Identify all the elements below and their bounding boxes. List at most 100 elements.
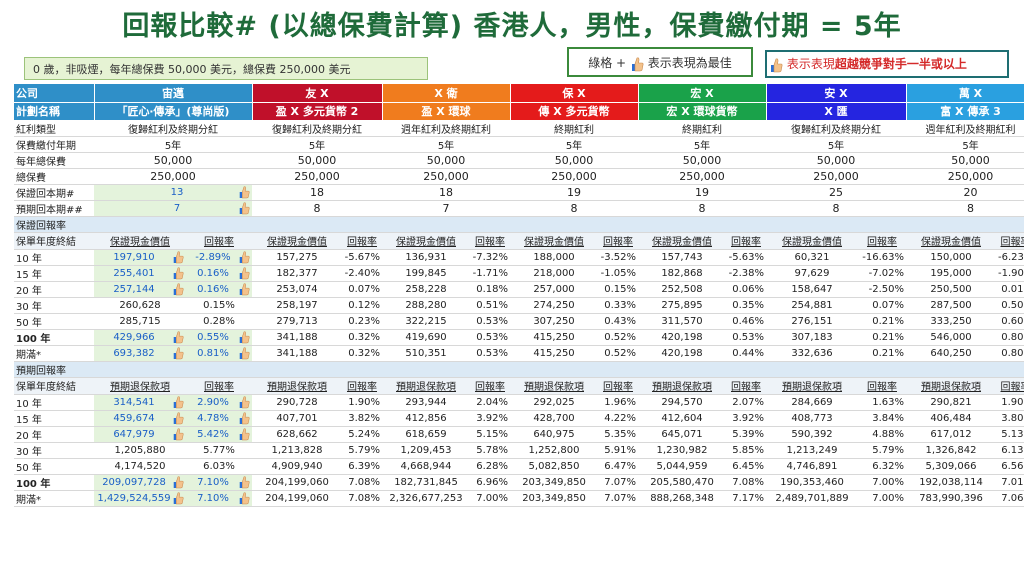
cell-value: 288,280 <box>382 297 470 314</box>
cell-rate: 5.15% <box>470 426 510 443</box>
row-value: 復歸紅利及終期分紅 <box>94 120 252 137</box>
cell-value: 1,252,800 <box>510 442 598 459</box>
row-value: 250,000 <box>382 168 510 185</box>
data-row: 50 年 4,174,520 6.03% 4,909,940 6.39% 4,668,94… <box>14 458 1024 475</box>
cell-value: 322,215 <box>382 313 470 330</box>
cell-value: 415,250 <box>510 329 598 346</box>
cell-value: 258,197 <box>252 297 342 314</box>
cell-value: 307,183 <box>766 329 858 346</box>
data-row: 50 年 285,715 0.28% 279,713 0.23% 322,215 0.53%… <box>14 313 1024 330</box>
assumption-box: 0 歲，非吸煙，每年總保費 50,000 美元，總保費 250,000 美元 <box>24 57 428 80</box>
cell-value: 1,230,982 <box>638 442 726 459</box>
cell-rate: 0.33% <box>598 297 638 314</box>
company-name: 保 X <box>510 84 639 103</box>
company-name: 宙邁 <box>94 84 253 103</box>
cell-value: 510,351 <box>382 345 470 362</box>
row-year: 期滿* <box>14 345 94 362</box>
cell-value: 250,500 <box>906 281 996 298</box>
row-value: 50,000 <box>510 152 638 169</box>
cell-value: 5,044,959 <box>638 458 726 475</box>
cell-rate: 7.00% <box>470 490 510 507</box>
col-value: 預期退保款項 <box>906 377 996 395</box>
col-value: 保證現金價值 <box>638 232 726 250</box>
cell-rate: 0.18% <box>470 281 510 298</box>
cell-rate: 0.55% <box>186 329 252 346</box>
col-rate: 回報率 <box>186 232 252 250</box>
thumbs-up-icon <box>239 267 250 280</box>
cell-value: 693,382 <box>94 345 186 362</box>
cell-rate: -2.40% <box>342 265 382 282</box>
cell-rate: 3.82% <box>342 410 382 427</box>
cell-rate: -7.32% <box>470 249 510 266</box>
thumbs-up-icon <box>173 347 184 360</box>
row-value: 週年紅利及終期紅利 <box>906 120 1024 137</box>
col-value: 預期退保款項 <box>252 377 342 395</box>
cell-value: 311,570 <box>638 313 726 330</box>
cell-value: 645,071 <box>638 426 726 443</box>
row-value: 5年 <box>94 136 252 153</box>
cell-rate: -7.02% <box>858 265 906 282</box>
cell-value: 640,975 <box>510 426 598 443</box>
cell-rate: 0.35% <box>726 297 766 314</box>
data-row: 10 年 197,910 -2.89% 157,275 -5.67% 136,931 -7.… <box>14 249 1024 266</box>
cell-rate: -2.50% <box>858 281 906 298</box>
row-label: 保證回本期# <box>14 184 94 201</box>
row-value: 5年 <box>906 136 1024 153</box>
col-value: 保證現金價值 <box>510 232 598 250</box>
cell-value: 203,349,850 <box>510 474 598 491</box>
row-value: 250,000 <box>766 168 906 185</box>
thumbs-up-icon <box>173 396 184 409</box>
cell-value: 406,484 <box>906 410 996 427</box>
cell-value: 157,275 <box>252 249 342 266</box>
cell-rate: 0.07% <box>342 281 382 298</box>
company-name: X 衛 <box>382 84 511 103</box>
row-year: 10 年 <box>14 394 94 411</box>
row-value: 7 <box>94 200 252 217</box>
row-label: 每年總保費 <box>14 152 94 169</box>
cell-rate: 5.35% <box>598 426 638 443</box>
thumbs-up-icon <box>173 251 184 264</box>
cell-rate: 0.46% <box>726 313 766 330</box>
thumbs-up-icon <box>631 56 644 71</box>
legend-best-prefix: 綠格 + <box>588 56 627 70</box>
cell-value: 4,909,940 <box>252 458 342 475</box>
cell-rate: 2.90% <box>186 394 252 411</box>
row-value: 25 <box>766 184 906 201</box>
cell-value: 150,000 <box>906 249 996 266</box>
col-rate: 回報率 <box>342 377 382 395</box>
cell-rate: 0.51% <box>470 297 510 314</box>
company-label: 公司 <box>14 84 95 103</box>
cell-rate: 5.39% <box>726 426 766 443</box>
row-value: 復歸紅利及終期分紅 <box>766 120 906 137</box>
row-value: 50,000 <box>382 152 510 169</box>
data-row: 期滿* 1,429,524,559 7.10% 204,199,060 7.08% 2,3… <box>14 490 1024 507</box>
cell-rate: 7.00% <box>858 490 906 507</box>
cell-rate: 7.10% <box>186 490 252 507</box>
cell-value: 5,309,066 <box>906 458 996 475</box>
cell-value: 279,713 <box>252 313 342 330</box>
thumbs-up-icon <box>239 283 250 296</box>
cell-value: 274,250 <box>510 297 598 314</box>
data-row: 20 年 647,979 5.42% 628,662 5.24% 618,659 5.15%… <box>14 426 1024 443</box>
cell-value: 255,401 <box>94 265 186 282</box>
cell-value: 1,213,249 <box>766 442 858 459</box>
cell-value: 290,728 <box>252 394 342 411</box>
row-value: 5年 <box>252 136 382 153</box>
cell-rate: -3.52% <box>598 249 638 266</box>
cell-value: 275,895 <box>638 297 726 314</box>
row-value: 13 <box>94 184 252 201</box>
legend-beat-prefix: 表示表現 <box>786 57 835 71</box>
row-year: 期滿* <box>14 490 94 507</box>
col-rate: 回報率 <box>996 377 1024 395</box>
basic-row: 預期回本期## 7 8 7 8 8 8 8 <box>14 200 1024 217</box>
row-value: 週年紅利及終期紅利 <box>382 120 510 137</box>
cell-rate: 7.08% <box>726 474 766 491</box>
row-value: 19 <box>638 184 766 201</box>
cell-rate: 0.32% <box>342 329 382 346</box>
row-year: 15 年 <box>14 410 94 427</box>
thumbs-up-icon <box>239 347 250 360</box>
cell-rate: 1.96% <box>598 394 638 411</box>
row-value: 250,000 <box>252 168 382 185</box>
row-year: 20 年 <box>14 426 94 443</box>
cell-value: 60,321 <box>766 249 858 266</box>
